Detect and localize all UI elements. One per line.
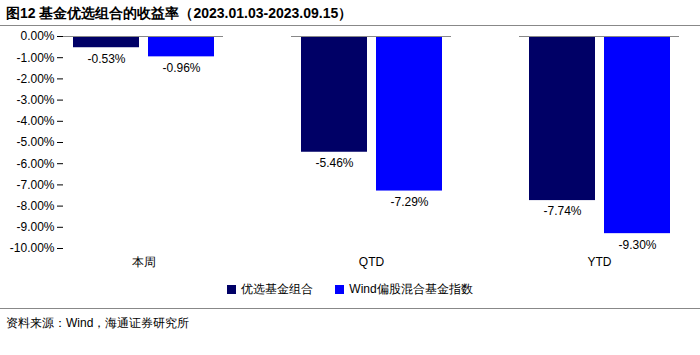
svg-text:-7.74%: -7.74% <box>543 204 581 218</box>
svg-text:-10.00%: -10.00% <box>10 241 55 255</box>
svg-text:-9.30%: -9.30% <box>618 238 656 252</box>
html-text:Wind偏股混合基金指数: Wind偏股混合基金指数 <box>349 281 473 296</box>
svg-text:-0.96%: -0.96% <box>162 61 200 75</box>
svg-text:-8.00%: -8.00% <box>16 199 54 213</box>
svg-text:-2.00%: -2.00% <box>16 72 54 86</box>
svg-text:0.00%: 0.00% <box>20 29 54 43</box>
html-text:图12 基金优选组合的收益率（2023.01.03-2023: 图12 基金优选组合的收益率（2023.01.03-2023.09.15） <box>6 5 353 21</box>
svg-text:YTD: YTD <box>588 255 612 269</box>
svg-text:QTD: QTD <box>359 255 385 269</box>
svg-text:-7.29%: -7.29% <box>390 195 428 209</box>
svg-text:-0.53%: -0.53% <box>87 52 125 66</box>
svg-text:-9.00%: -9.00% <box>16 220 54 234</box>
svg-text:-6.00%: -6.00% <box>16 157 54 171</box>
svg-text:本周: 本周 <box>132 255 156 269</box>
svg-text:-7.00%: -7.00% <box>16 178 54 192</box>
html-text:资料来源：Wind，海通证券研究所: 资料来源：Wind，海通证券研究所 <box>6 316 190 330</box>
svg-text:-4.00%: -4.00% <box>16 114 54 128</box>
html-text:优选基金组合: 优选基金组合 <box>241 281 314 296</box>
svg-text:-5.00%: -5.00% <box>16 135 54 149</box>
svg-text:-3.00%: -3.00% <box>16 93 54 107</box>
svg-text:-1.00%: -1.00% <box>16 51 54 65</box>
svg-text:-5.46%: -5.46% <box>315 156 353 170</box>
